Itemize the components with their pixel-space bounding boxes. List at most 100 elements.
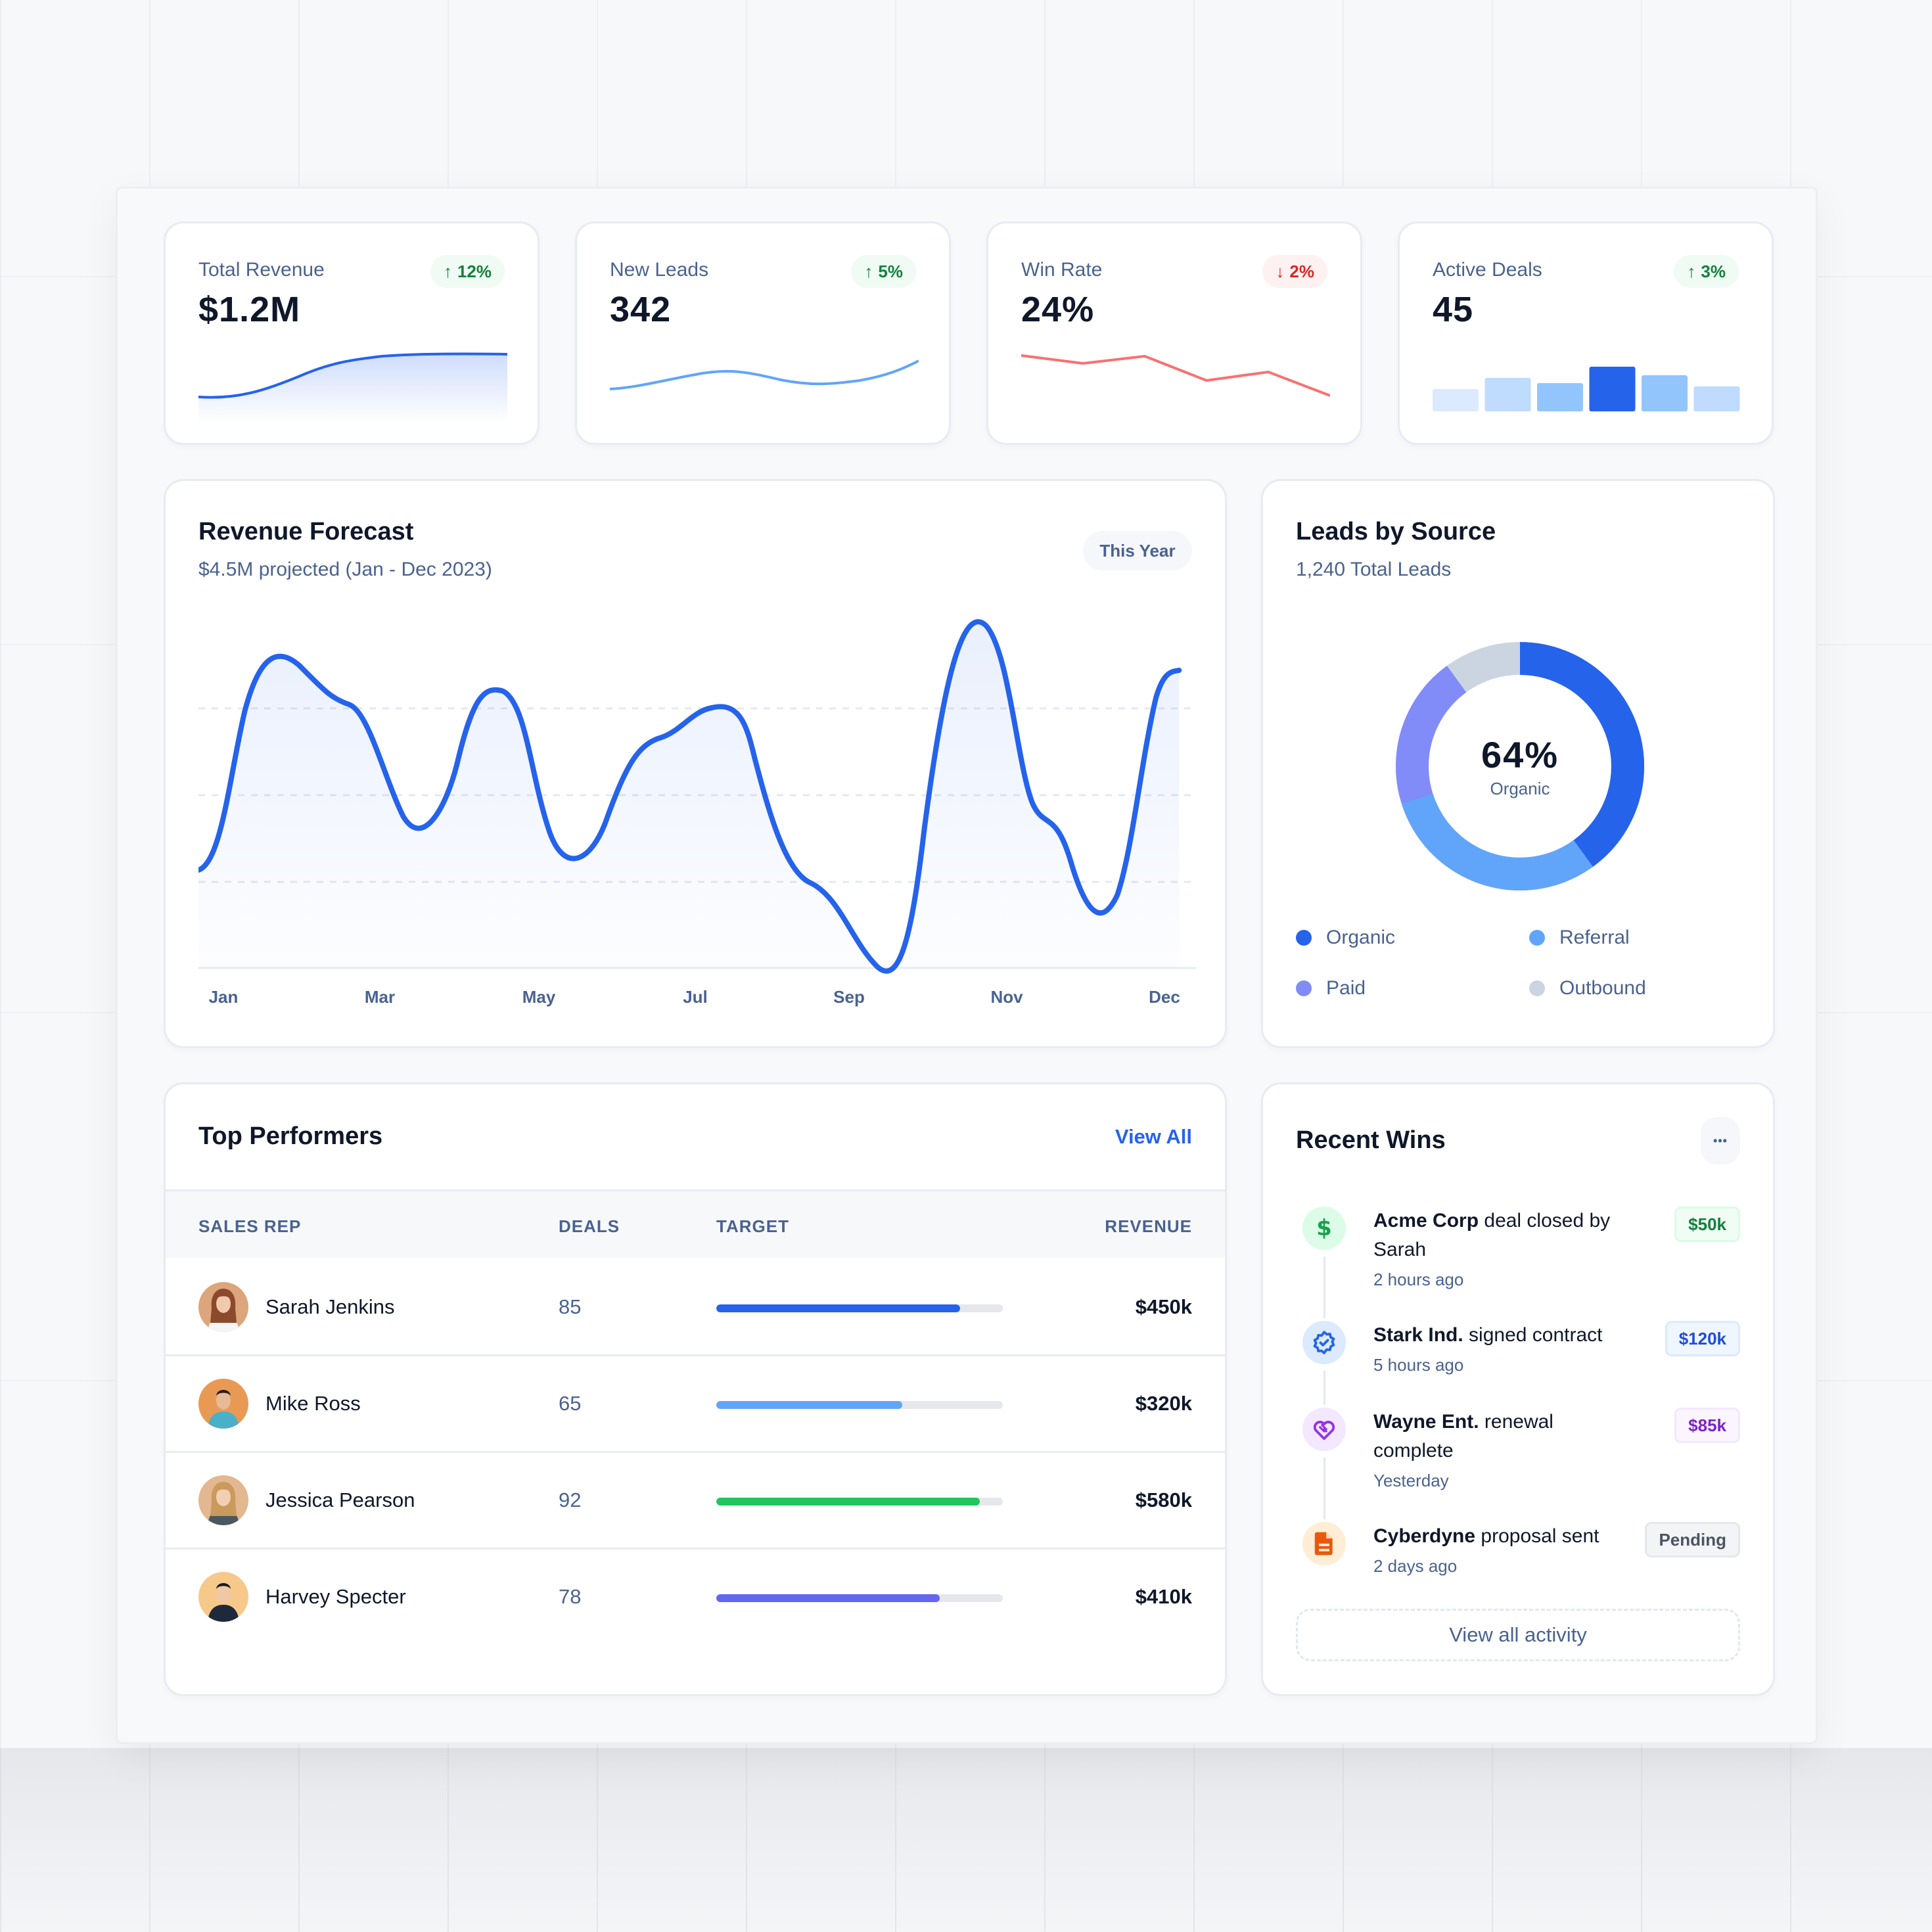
legend-label: Referral [1559,927,1630,948]
kpi-value: 45 [1433,290,1474,329]
x-tick: Jan [208,987,239,1007]
rep-name: Sarah Jenkins [265,1295,395,1318]
deal-bar [1433,389,1479,411]
column-header-deals[interactable]: DEALS [559,1216,620,1236]
donut-center-label: Organic [1490,779,1550,798]
activity-description: renewal complete [1373,1411,1553,1461]
view-all-activity-button[interactable]: View all activity [1296,1609,1740,1661]
arrow-up-icon: ↑ [864,262,873,281]
card-title: Revenue Forecast [198,518,414,545]
target-progress-fill [716,1594,940,1602]
donut-center: 64% Organic [1395,641,1645,891]
legend-item-paid: Paid [1296,977,1366,1000]
deal-bar [1484,378,1531,411]
kpi-label: Total Revenue [198,259,325,281]
amount-badge: $85k [1674,1408,1740,1443]
target-progress-fill [716,1498,980,1506]
revenue-value: $410k [1135,1585,1192,1608]
activity-item[interactable]: Stark Ind. signed contract 5 hours ago $… [1296,1321,1740,1405]
timeline-connector [1323,1371,1325,1405]
more-options-button[interactable]: ••• [1701,1117,1740,1164]
activity-item[interactable]: Wayne Ent. renewal complete Yesterday $8… [1296,1408,1740,1526]
company-name: Acme Corp [1373,1210,1479,1231]
kpi-change-value: 2% [1289,262,1314,281]
arrow-down-icon: ↓ [1276,262,1285,281]
table-row[interactable]: Harvey Specter 78 $410k [166,1550,1225,1646]
x-tick: Sep [833,987,865,1007]
target-progress-bar [716,1304,1003,1312]
amount-badge: $50k [1674,1207,1740,1242]
x-tick: Nov [990,987,1023,1007]
column-header-revenue[interactable]: REVENUE [1105,1216,1192,1236]
card-subtitle: 1,240 Total Leads [1296,559,1452,580]
legend-dot [1296,980,1312,996]
activity-time: Yesterday [1373,1471,1449,1490]
amount-badge: Pending [1645,1522,1740,1557]
sparkline-line-chart [610,359,919,390]
legend-item-outbound: Outbound [1529,977,1646,1000]
avatar [198,1379,248,1429]
dollar-icon: $ [1302,1207,1346,1250]
deals-count: 78 [559,1585,582,1608]
activity-time: 2 hours ago [1373,1270,1464,1289]
kpi-label: Active Deals [1433,259,1542,281]
arrow-up-icon: ↑ [443,262,452,281]
avatar [198,1572,248,1622]
table-row[interactable]: Jessica Pearson 92 $580k [166,1453,1225,1550]
activity-text: Stark Ind. signed contract 5 hours ago [1373,1321,1630,1380]
timeline-connector [1323,1256,1325,1318]
revenue-value: $320k [1135,1392,1192,1415]
activity-time: 5 hours ago [1373,1355,1464,1375]
background-shade [0,1748,1932,1932]
revenue-value: $450k [1135,1295,1192,1318]
handshake-heart-icon [1302,1408,1346,1451]
kpi-card-active-deals[interactable]: Active Deals 45 ↑ 3% [1398,221,1774,445]
activity-text: Acme Corp deal closed by Sarah 2 hours a… [1373,1207,1630,1295]
table-header: SALES REP DEALS TARGET REVENUE [166,1189,1225,1258]
verified-badge-icon [1302,1321,1346,1364]
kpi-change-value: 3% [1701,262,1726,281]
kpi-change-value: 5% [878,262,903,281]
column-header-sales-rep[interactable]: SALES REP [198,1216,302,1236]
x-tick: May [522,987,556,1007]
kpi-change-value: 12% [457,262,492,281]
target-progress-fill [716,1304,960,1312]
kpi-card-new-leads[interactable]: New Leads 342 ↑ 5% [575,221,951,445]
table-row[interactable]: Sarah Jenkins 85 $450k [166,1260,1225,1356]
kpi-card-win-rate[interactable]: Win Rate 24% ↓ 2% [986,221,1362,445]
legend-dot [1296,930,1312,946]
view-all-link[interactable]: View All [1115,1125,1192,1148]
card-title: Top Performers [198,1122,383,1150]
activity-description: signed contract [1463,1324,1603,1346]
document-icon [1302,1522,1346,1565]
company-name: Wayne Ent. [1373,1411,1479,1433]
activity-item[interactable]: $ Acme Corp deal closed by Sarah 2 hours… [1296,1207,1740,1325]
activity-item[interactable]: Cyberdyne proposal sent 2 days ago Pendi… [1296,1522,1740,1594]
activity-description: proposal sent [1475,1525,1599,1547]
dashboard-frame: Total Revenue $1.2M ↑ 12% New Leads 342 … [116,187,1818,1744]
deals-count: 85 [559,1295,582,1318]
rep-name: Jessica Pearson [265,1488,415,1511]
legend-dot [1529,930,1545,946]
rep-name: Harvey Specter [265,1585,406,1608]
leads-donut-chart [1396,642,1644,890]
legend-dot [1529,980,1545,996]
period-select-button[interactable]: This Year [1083,531,1192,570]
column-header-target[interactable]: TARGET [716,1216,789,1236]
kpi-label: New Leads [610,259,709,281]
donut-center-value: 64% [1481,734,1559,775]
target-progress-fill [716,1401,903,1409]
sparkline-line-chart [1021,354,1330,397]
legend-item-referral: Referral [1529,927,1630,949]
table-row[interactable]: Mike Ross 65 $320k [166,1356,1225,1453]
activity-text: Wayne Ent. renewal complete Yesterday [1373,1408,1630,1496]
revenue-area-chart [198,612,1196,974]
card-subtitle: $4.5M projected (Jan - Dec 2023) [198,559,492,580]
legend-label: Organic [1326,927,1396,948]
target-progress-bar [716,1401,1003,1409]
avatar [198,1282,248,1332]
activity-text: Cyberdyne proposal sent 2 days ago [1373,1522,1630,1581]
deal-bar [1642,375,1688,411]
legend-label: Outbound [1559,977,1646,999]
kpi-card-total-revenue[interactable]: Total Revenue $1.2M ↑ 12% [164,221,540,445]
